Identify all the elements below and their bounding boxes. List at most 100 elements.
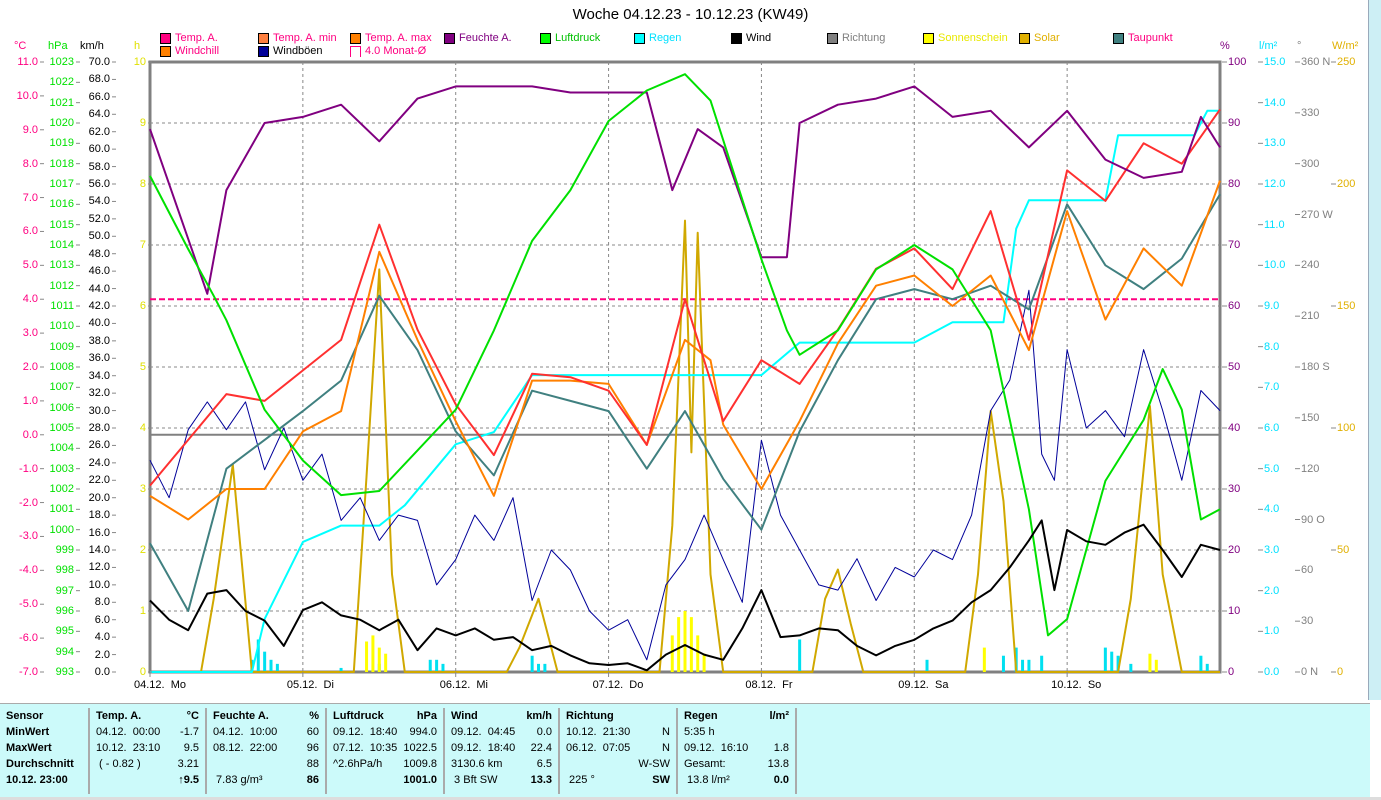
tick-label-solar: 150 [1337,300,1356,312]
statistics-panel: Sensor MinWert MaxWert Durchschnitt 10.12. 2… [0,703,1370,797]
tick-label-sun: 3 [139,483,146,495]
axis-unit-hum: % [1220,40,1230,52]
stat-value: °C [186,710,199,722]
stat-value: 60 [306,726,319,738]
bar-regen-intervall- [1199,655,1203,672]
tick-label-press: 1001 [49,503,74,516]
tick-label-temp: -5.0 [19,598,38,611]
stat-row: 7.83 g/m³ 86 [213,772,319,788]
stat-label: 09.12. 18:40 [333,726,398,738]
legend-swatch [160,32,171,44]
stat-value: 3.21 [177,758,199,770]
tick-label-wind: 62.0 [88,125,110,138]
stat-row: 04.12. 00:00 -1.7 [96,724,199,740]
stat-label: Richtung [566,710,614,722]
tick-label-sun: 8 [139,178,146,190]
stat-column: Luftdruck hPa 09.12. 18:40 994.0 07.12. 10:3… [327,708,445,794]
stat-row: Temp. A. °C [96,708,199,724]
tick-label-press: 1013 [49,259,74,272]
stat-value: 0.0 [773,774,789,786]
bar-regen-intervall- [1021,659,1025,672]
tick-label-press: 1006 [49,401,74,414]
tick-label-solar: 0 [1337,666,1344,678]
legend-item: Taupunkt [1113,32,1173,44]
tick-label-wind: 42.0 [88,300,110,312]
tick-label-press: 1023 [49,56,74,68]
stat-row: 10.12. 23:00 [6,772,82,788]
stat-column: Sensor MinWert MaxWert Durchschnitt 10.12. 2… [0,708,90,794]
bar-regen-intervall- [275,663,279,672]
tick-label-dir: 270 W [1301,208,1333,221]
tick-label-wind: 34.0 [88,369,110,382]
stat-value: % [309,710,319,722]
stat-value: 1.8 [773,742,789,754]
tick-label-hum: 60 [1228,300,1241,312]
stat-row: ^2.6hPa/h 1009.8 [333,756,437,772]
stat-label: Wind [451,710,478,722]
stat-value: 1022.5 [403,742,437,754]
stat-value: SW [652,774,670,786]
series-luftdruck [149,73,1221,637]
tick-label-dir: 360 N [1301,56,1331,68]
axis-unit-rain: l/m² [1259,40,1278,52]
stat-label: Temp. A. [96,710,142,722]
stat-row: 09.12. 04:45 0.0 [451,724,552,740]
axis-unit-temp: °C [14,40,27,52]
tick-label-rain: 2.0 [1264,584,1280,597]
legend-item: Sonnenschein [923,32,1008,44]
tick-label-solar: 50 [1337,544,1350,556]
window-scrollbar[interactable] [1368,0,1381,700]
tick-label-dir: 60 [1301,564,1314,577]
tick-label-temp: 2.0 [22,361,38,373]
stat-column: Regen l/m² 5:35 h 09.12. 16:10 1.8 Gesamt: 13.… [678,708,797,794]
tick-label-press: 1020 [49,117,74,129]
legend-label: Temp. A. [175,32,218,44]
tick-label-wind: 46.0 [88,265,110,278]
tick-label-wind: 36.0 [88,352,110,365]
tick-label-temp: 6.0 [22,225,38,238]
stat-label: 09.12. 18:40 [451,742,516,754]
tick-label-rain: 1.0 [1264,625,1280,638]
tick-label-sun: 7 [139,239,146,251]
tick-label-wind: 68.0 [88,73,110,86]
stat-row: Sensor [6,708,82,724]
tick-label-wind: 20.0 [88,491,110,504]
stat-row: 08.12. 22:00 96 [213,740,319,756]
tick-label-wind: 0.0 [94,666,110,678]
series-temp-a- [149,108,1221,487]
bar-sonnenschein [365,641,369,672]
tick-label-dir: 210 [1301,310,1320,323]
series-feuchte-a- [149,85,1221,295]
bar-regen-intervall- [1001,655,1005,672]
stat-row: MaxWert [6,740,82,756]
series-solar [150,219,1220,673]
stat-label: 10.12. 23:00 [6,774,68,786]
stat-row: W-SW [566,756,670,772]
tick-label-wind: 44.0 [88,282,110,295]
tick-label-wind: 6.0 [94,613,110,626]
day-label: 10.12. So [1051,679,1102,691]
bar-sonnenschein [371,635,375,672]
stat-label: Luftdruck [333,710,384,722]
tick-label-press: 999 [55,544,74,556]
tick-label-press: 1017 [49,178,74,190]
bar-regen-intervall- [543,663,547,672]
stat-value: N [662,726,670,738]
stat-value: 86 [306,774,319,786]
tick-label-press: 993 [55,666,74,678]
tick-label-press: 998 [55,564,74,577]
legend-swatch [258,32,269,44]
tick-label-wind: 70.0 [88,56,110,68]
tick-label-temp: -1.0 [19,462,38,475]
tick-label-wind: 58.0 [88,160,110,173]
tick-label-wind: 40.0 [88,317,110,330]
stat-label: 5:35 h [684,726,715,738]
tick-label-solar: 250 [1337,56,1356,68]
tick-label-sun: 9 [139,117,146,129]
legend-item: Feuchte A. [444,32,512,44]
stat-value: 96 [306,742,319,754]
stat-label: 04.12. 00:00 [96,726,161,738]
legend-label: Regen [649,32,682,44]
legend-label: Windchill [175,45,220,57]
stat-label: Sensor [6,710,44,722]
